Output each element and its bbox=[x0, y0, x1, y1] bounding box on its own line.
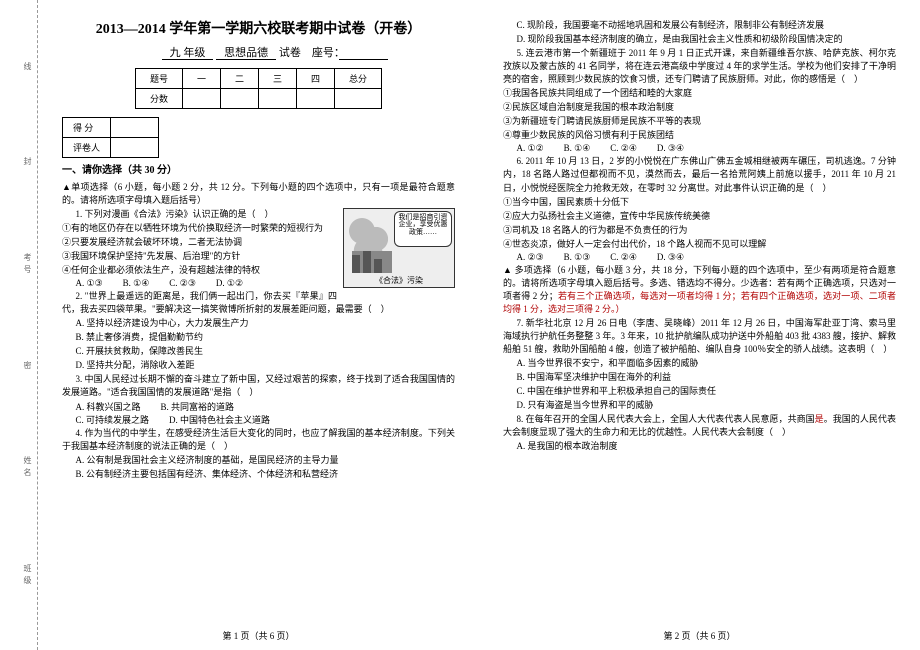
seat-blank bbox=[339, 47, 388, 60]
q6-c: C. ②④ bbox=[610, 252, 637, 263]
q5-opts: A. ①② B. ①④ C. ②④ D. ③④ bbox=[503, 143, 896, 154]
binding-label: 姓名 bbox=[4, 456, 33, 480]
q1-d: D. ①② bbox=[216, 278, 243, 289]
q2-d: D. 坚持共分配，消除收入差距 bbox=[62, 359, 455, 372]
q6-o2: ②应大力弘扬社会主义道德，宣传中华民族传统美德 bbox=[503, 210, 896, 223]
q3-opts-2: C. 可持续发展之路 D. 中国特色社会主义道路 bbox=[62, 413, 455, 426]
q6-o1: ①当今中国，国民素质十分低下 bbox=[503, 196, 896, 209]
binding-label: 线 bbox=[4, 62, 33, 74]
q1-opts: A. ①③ B. ①④ C. ②③ D. ①② bbox=[62, 278, 337, 289]
q5-d: D. ③④ bbox=[657, 143, 684, 154]
q4-b: B. 公有制经济主要包括国有经济、集体经济、个体经济和私营经济 bbox=[62, 468, 455, 481]
q6-o3: ③司机及 18 名路人的行为都是不负责任的行为 bbox=[503, 224, 896, 237]
seat-label: 座号： bbox=[312, 47, 340, 59]
q1-b: B. ①④ bbox=[123, 278, 150, 289]
q5-o1: ①我国各民族共同组成了一个团结和睦的大家庭 bbox=[503, 87, 896, 100]
speech-bubble: 我们是招商引资企业，享受优惠政策…… bbox=[394, 211, 452, 247]
cartoon-illustration: 我们是招商引资企业，享受优惠政策…… 《合法》污染 bbox=[343, 208, 455, 288]
th-num: 题号 bbox=[135, 69, 182, 89]
q2-a: A. 坚持以经济建设为中心，大力发展生产力 bbox=[62, 317, 455, 330]
q3-b: B. 共同富裕的道路 bbox=[161, 400, 235, 413]
q3-opts-1: A. 科教兴国之路 B. 共同富裕的道路 bbox=[62, 400, 455, 413]
q7-d: D. 只有海盗是当今世界和平的威胁 bbox=[503, 399, 896, 412]
grade: 九 年级 bbox=[162, 47, 214, 60]
q7-a: A. 当今世界很不安宁，和平面临多因素的威胁 bbox=[503, 357, 896, 370]
q6-o4: ④世态炎凉，做好人一定会付出代价，18 个路人视而不见可以理解 bbox=[503, 238, 896, 251]
th-total: 总分 bbox=[335, 69, 382, 89]
td-score-label: 分数 bbox=[135, 89, 182, 109]
q5-stem: 5. 连云港市第一个新疆班于 2011 年 9 月 1 日正式开课，来自新疆维吾… bbox=[503, 47, 896, 86]
q8-stem-red: 是 bbox=[815, 414, 824, 424]
th-1: 一 bbox=[182, 69, 220, 89]
q7-c: C. 中国在维护世界和平上积极承担自己的国际责任 bbox=[503, 385, 896, 398]
td-blank bbox=[297, 89, 335, 109]
blank-cell bbox=[111, 118, 159, 138]
td-blank bbox=[220, 89, 258, 109]
q5-o3: ③为新疆班专门聘请民族厨师是民族不平等的表现 bbox=[503, 115, 896, 128]
td-blank bbox=[259, 89, 297, 109]
exam-subtitle: 九 年级 思想品德 试卷 座号： bbox=[62, 44, 455, 60]
binding-label: 封 bbox=[4, 157, 33, 169]
q6-opts: A. ②③ B. ①③ C. ②④ D. ③④ bbox=[503, 252, 896, 263]
binding-label: 班级 bbox=[4, 564, 33, 588]
q7-stem: 7. 新华社北京 12 月 26 日电（李唐、吴晓峰）2011 年 12 月 2… bbox=[503, 317, 896, 356]
page-2: C. 现阶段，我国要毫不动摇地巩固和发展公有制经济，限制非公有制经济发展 D. … bbox=[479, 0, 920, 650]
q5-b: B. ①④ bbox=[564, 143, 591, 154]
page-1-footer: 第 1 页（共 6 页） bbox=[38, 629, 479, 642]
multi-intro: ▲ 多项选择（6 小题，每小题 3 分，共 18 分，下列每小题的四个选项中，至… bbox=[503, 264, 896, 316]
chimney-shape bbox=[352, 251, 392, 273]
q5-a: A. ①② bbox=[517, 143, 544, 154]
q4-d: D. 现阶段我国基本经济制度的确立，是由我国社会主义性质和初级阶段国情决定的 bbox=[503, 33, 896, 46]
q4-a: A. 公有制是我国社会主义经济制度的基础，是国民经济的主导力量 bbox=[62, 454, 455, 467]
cartoon-caption: 《合法》污染 bbox=[344, 275, 454, 286]
q3-stem: 3. 中国人民经过长期不懈的奋斗建立了新中国，又经过艰苦的探索，终于找到了适合我… bbox=[62, 373, 455, 399]
q7-b: B. 中国海军坚决维护中国在海外的利益 bbox=[503, 371, 896, 384]
section-1-head: 一、请你选择（共 30 分） bbox=[62, 164, 455, 179]
q2-c: C. 开展扶贫救助，保障改善民生 bbox=[62, 345, 455, 358]
td-blank bbox=[182, 89, 220, 109]
page-2-footer: 第 2 页（共 6 页） bbox=[479, 629, 920, 642]
q8-stem: 8. 在每年召开的全国人民代表大会上，全国人大代表代表人民意愿，共商国是。我国的… bbox=[503, 413, 896, 439]
q4-stem: 4. 作为当代的中学生，在感受经济生活巨大变化的同时，也应了解我国的基本经济制度… bbox=[62, 427, 455, 453]
exam-title: 2013—2014 学年第一学期六校联考期中试卷（开卷） bbox=[62, 18, 455, 38]
score-cell: 得 分 bbox=[63, 118, 111, 138]
q1-a: A. ①③ bbox=[76, 278, 103, 289]
th-3: 三 bbox=[259, 69, 297, 89]
q3-a: A. 科教兴国之路 bbox=[76, 400, 141, 413]
td-blank bbox=[335, 89, 382, 109]
q5-o2: ②民族区域自治制度是我国的根本政治制度 bbox=[503, 101, 896, 114]
score-table: 题号 一 二 三 四 总分 分数 bbox=[135, 68, 382, 109]
q4-c: C. 现阶段，我国要毫不动摇地巩固和发展公有制经济，限制非公有制经济发展 bbox=[503, 19, 896, 32]
q6-a: A. ②③ bbox=[517, 252, 544, 263]
q8-a: A. 是我国的根本政治制度 bbox=[503, 440, 896, 453]
multi-intro-b: 若有三个正确选项，每选对一项者均得 1 分；若有四个正确选项，选对一项、二项者均… bbox=[503, 291, 896, 314]
blank-cell bbox=[111, 138, 159, 158]
q5-o4: ④尊重少数民族的风俗习惯有利于民族团结 bbox=[503, 129, 896, 142]
q2-stem: 2. "世界上最遥远的距离是，我们俩一起出门，你去买『苹果』四代，我去买四袋苹果… bbox=[62, 290, 455, 316]
binding-label: 考号 bbox=[4, 253, 33, 277]
grader-table: 得 分 评卷人 bbox=[62, 117, 159, 158]
page-1: 2013—2014 学年第一学期六校联考期中试卷（开卷） 九 年级 思想品德 试… bbox=[38, 0, 479, 650]
section-1-intro: ▲单项选择（6 小题，每小题 2 分，共 12 分。下列每小题的四个选项中，只有… bbox=[62, 181, 455, 207]
q6-b: B. ①③ bbox=[564, 252, 591, 263]
q6-stem: 6. 2011 年 10 月 13 日，2 岁的小悦悦在广东佛山广佛五金城相继被… bbox=[503, 155, 896, 194]
q3-c: C. 可持续发展之路 bbox=[76, 413, 150, 426]
q5-c: C. ②④ bbox=[610, 143, 637, 154]
q2-b: B. 禁止奢侈消费，提倡勤勤节约 bbox=[62, 331, 455, 344]
q1-c: C. ②③ bbox=[169, 278, 196, 289]
th-4: 四 bbox=[297, 69, 335, 89]
binding-label: 密 bbox=[4, 361, 33, 373]
subject: 思想品德 bbox=[216, 47, 276, 60]
sheet-label: 试卷 bbox=[279, 47, 301, 59]
grader-cell: 评卷人 bbox=[63, 138, 111, 158]
q3-d: D. 中国特色社会主义道路 bbox=[169, 413, 270, 426]
binding-margin: 线 封 考号 密 姓名 班级 bbox=[0, 0, 38, 650]
q6-d: D. ③④ bbox=[657, 252, 684, 263]
th-2: 二 bbox=[220, 69, 258, 89]
q8-stem-a: 8. 在每年召开的全国人民代表大会上，全国人大代表代表人民意愿，共商国 bbox=[517, 414, 815, 424]
